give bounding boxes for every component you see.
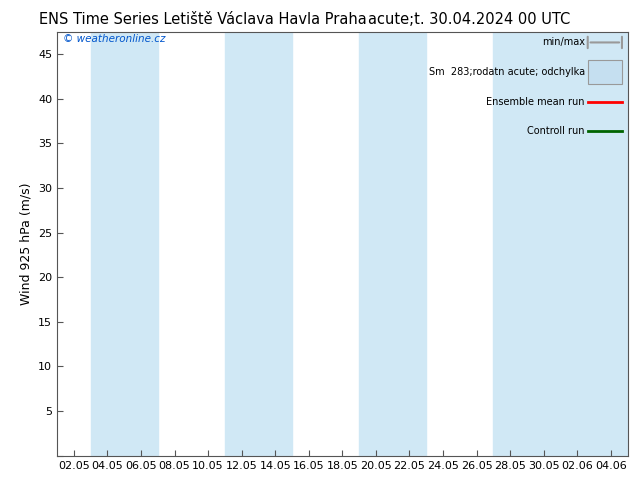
Text: Sm  283;rodatn acute; odchylka: Sm 283;rodatn acute; odchylka: [429, 67, 585, 77]
Bar: [560, 32, 628, 456]
Bar: [225, 32, 292, 456]
Y-axis label: Wind 925 hPa (m/s): Wind 925 hPa (m/s): [20, 182, 32, 305]
Bar: [493, 32, 560, 456]
Text: min/max: min/max: [542, 37, 585, 48]
Text: Ensemble mean run: Ensemble mean run: [486, 97, 585, 107]
FancyBboxPatch shape: [588, 60, 622, 84]
Text: © weatheronline.cz: © weatheronline.cz: [63, 34, 165, 44]
Bar: [359, 32, 426, 456]
Text: Controll run: Controll run: [527, 126, 585, 136]
Text: ENS Time Series Letiště Václava Havla Praha: ENS Time Series Letiště Václava Havla Pr…: [39, 12, 366, 27]
Bar: [91, 32, 158, 456]
Text: acute;t. 30.04.2024 00 UTC: acute;t. 30.04.2024 00 UTC: [368, 12, 571, 27]
